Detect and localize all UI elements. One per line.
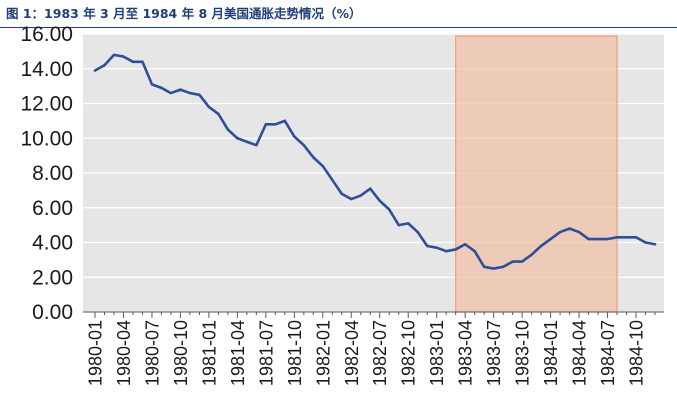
data-point <box>236 137 239 140</box>
data-point <box>501 265 505 269</box>
y-axis: 0.00 2.00 4.00 6.00 8.00 10.00 12.00 14.00 16.00 <box>20 23 73 324</box>
data-point <box>350 197 353 201</box>
data-point <box>340 192 343 196</box>
data-point <box>644 241 647 244</box>
data-point <box>302 144 306 147</box>
y-tick-label: 14.00 <box>20 58 73 81</box>
x-tick-label: 1982-01 <box>313 320 333 386</box>
x-tick-label: 1981-10 <box>285 320 305 386</box>
data-point <box>103 64 106 67</box>
y-tick-label: 10.00 <box>20 127 73 150</box>
title-divider <box>0 27 677 28</box>
data-point <box>255 144 258 147</box>
data-point <box>188 91 192 95</box>
data-point <box>112 53 116 57</box>
x-tick-label: 1982-04 <box>342 320 362 386</box>
data-point <box>473 249 476 253</box>
data-point <box>160 86 163 90</box>
data-point <box>122 55 125 58</box>
data-point <box>634 236 638 239</box>
data-point <box>198 93 201 97</box>
data-point <box>444 249 448 253</box>
data-point <box>388 208 391 211</box>
y-tick-label: 16.00 <box>20 23 73 46</box>
x-tick-label: 1983-07 <box>484 320 504 386</box>
data-point <box>577 230 581 234</box>
data-point <box>150 83 154 86</box>
data-point <box>359 194 362 197</box>
data-point <box>397 223 400 227</box>
x-tick-label: 1983-01 <box>427 320 447 386</box>
data-point <box>530 253 533 256</box>
x-tick-label: 1984-07 <box>598 320 618 386</box>
data-point <box>492 267 495 270</box>
data-point <box>264 123 268 126</box>
data-point <box>131 60 135 63</box>
x-tick-label: 1981-07 <box>256 320 276 386</box>
data-point <box>369 187 372 190</box>
data-point <box>169 91 173 95</box>
y-tick-label: 2.00 <box>32 266 73 289</box>
data-point <box>568 227 571 230</box>
data-point <box>274 123 277 126</box>
data-point <box>217 112 220 116</box>
data-point <box>141 60 144 63</box>
data-point <box>596 237 600 241</box>
x-tick-label: 1980-07 <box>142 320 162 386</box>
data-point <box>312 156 315 159</box>
data-point <box>615 236 619 239</box>
y-tick-label: 0.00 <box>32 301 73 324</box>
x-tick-label: 1981-01 <box>199 320 219 386</box>
data-point <box>653 243 657 246</box>
data-point <box>587 237 590 241</box>
data-point <box>416 230 419 234</box>
data-point <box>293 135 296 138</box>
data-point <box>283 119 287 123</box>
y-tick-label: 4.00 <box>32 232 73 255</box>
x-tick-label: 1983-04 <box>456 320 476 386</box>
data-point <box>426 244 429 248</box>
figure-title: 图 1：1983 年 3 月至 1984 年 8 月美国通胀走势情况（%） <box>6 6 362 21</box>
y-tick-label: 12.00 <box>20 93 73 116</box>
series-points <box>93 53 657 270</box>
data-point <box>454 248 457 251</box>
data-point <box>179 88 182 91</box>
x-tick-label: 1980-04 <box>114 320 134 386</box>
data-point <box>93 69 97 72</box>
data-point <box>331 178 334 182</box>
x-tick-label: 1983-10 <box>513 320 533 386</box>
data-point <box>539 244 543 248</box>
data-point <box>549 237 552 241</box>
x-tick-label: 1982-07 <box>370 320 390 386</box>
data-point <box>482 265 486 269</box>
x-axis: 1980-01 1980-04 1980-07 1980-10 1981-01 1981-… <box>83 311 664 386</box>
data-point <box>511 260 514 263</box>
x-tick-label: 1982-10 <box>399 320 419 386</box>
data-point <box>520 260 524 263</box>
x-tick-label: 1980-01 <box>86 320 106 386</box>
data-point <box>378 199 381 202</box>
y-tick-label: 8.00 <box>32 162 73 185</box>
series-line <box>93 53 657 270</box>
data-point <box>625 236 628 239</box>
data-point <box>226 128 230 131</box>
x-tick-label: 1981-04 <box>228 320 248 386</box>
data-point <box>407 222 410 225</box>
data-point <box>606 237 609 241</box>
x-tick-label: 1984-04 <box>570 320 590 386</box>
data-point <box>463 243 467 246</box>
data-point <box>245 140 249 143</box>
highlight-band <box>455 35 618 313</box>
data-point <box>435 246 438 249</box>
data-point <box>321 164 324 168</box>
x-tick-label: 1984-01 <box>541 320 561 386</box>
data-point <box>207 105 211 109</box>
x-tick-label: 1980-10 <box>171 320 191 386</box>
data-point <box>558 230 562 234</box>
y-tick-label: 6.00 <box>32 197 73 220</box>
x-tick-label: 1984-10 <box>627 320 647 386</box>
